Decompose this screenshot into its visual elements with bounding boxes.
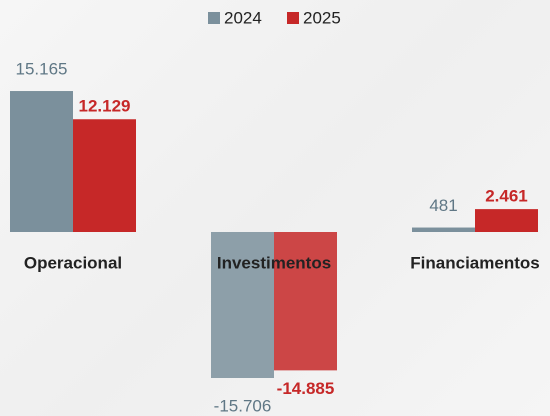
legend-swatch <box>287 12 299 24</box>
value-label: 2.461 <box>485 187 528 206</box>
category-label: Investimentos <box>217 253 331 272</box>
legend: 2024 2025 <box>208 8 341 27</box>
category-label: Operacional <box>24 253 122 272</box>
value-label: 12.129 <box>79 97 131 116</box>
bar <box>211 232 274 378</box>
category-label: Financiamentos <box>410 253 539 272</box>
legend-label: 2025 <box>303 8 341 27</box>
legend-swatch <box>208 12 220 24</box>
value-label: 15.165 <box>16 60 68 79</box>
value-label: -14.885 <box>277 379 335 398</box>
legend-label: 2024 <box>224 8 262 27</box>
bar <box>412 227 475 232</box>
bar <box>475 209 538 232</box>
bar <box>274 232 337 371</box>
value-label: 481 <box>429 196 457 215</box>
bar <box>10 91 73 233</box>
bar <box>73 119 136 232</box>
value-label: -15.706 <box>214 396 272 415</box>
